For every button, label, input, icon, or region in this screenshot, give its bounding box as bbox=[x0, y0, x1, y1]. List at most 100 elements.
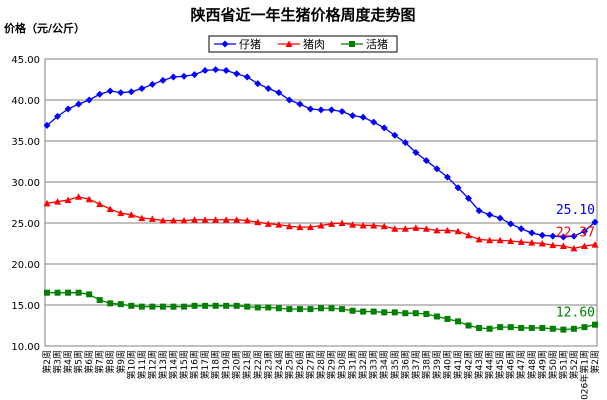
x-tick-label: 第18周 bbox=[210, 350, 222, 379]
end-value-label: 12.60 bbox=[556, 306, 595, 321]
x-axis-ticks: 第2周 第3周 第4周 第5周 第6周 第7周 第8周 第9周 第10周 第11周 第12周 第13周… bbox=[41, 350, 601, 400]
data-point bbox=[65, 289, 72, 296]
x-tick-label: 第9周 bbox=[115, 350, 127, 374]
x-tick-label: 第41周 bbox=[452, 350, 464, 379]
data-point bbox=[381, 309, 388, 316]
data-point bbox=[443, 226, 451, 234]
y-tick-label: 20.00 bbox=[11, 260, 40, 271]
data-point bbox=[549, 232, 557, 240]
x-tick-label: 第39周 bbox=[431, 350, 443, 379]
data-point bbox=[180, 72, 188, 80]
data-point bbox=[201, 216, 209, 223]
end-value-label: 22.37 bbox=[556, 226, 595, 241]
x-tick-label: 第17周 bbox=[199, 350, 211, 379]
data-point bbox=[75, 289, 82, 296]
y-axis-label: 价格（元/公斤） bbox=[4, 21, 85, 35]
x-tick-label: 第3周 bbox=[52, 350, 64, 374]
data-point bbox=[96, 200, 104, 208]
data-point bbox=[138, 214, 146, 222]
data-point bbox=[412, 224, 420, 231]
data-point bbox=[507, 237, 515, 245]
data-point bbox=[222, 216, 230, 223]
data-point bbox=[117, 89, 125, 97]
x-tick-label: 第8周 bbox=[104, 350, 116, 374]
data-point bbox=[465, 322, 472, 329]
data-point bbox=[496, 236, 504, 244]
data-point bbox=[507, 324, 514, 331]
data-point bbox=[148, 215, 156, 222]
data-point bbox=[159, 76, 167, 84]
x-tick-label: 第37周 bbox=[410, 350, 422, 379]
data-point bbox=[170, 303, 177, 310]
data-point bbox=[486, 211, 494, 219]
data-point bbox=[560, 326, 567, 333]
data-point bbox=[169, 217, 177, 224]
data-point bbox=[359, 221, 367, 229]
legend-marker bbox=[285, 40, 293, 47]
data-point bbox=[475, 207, 483, 215]
data-point bbox=[570, 325, 577, 332]
data-point bbox=[222, 66, 230, 74]
x-tick-label: 第11周 bbox=[136, 350, 148, 379]
data-point bbox=[580, 227, 588, 235]
data-point bbox=[296, 306, 303, 313]
data-point bbox=[285, 96, 293, 104]
x-tick-label: 第30周 bbox=[336, 350, 348, 379]
data-point bbox=[422, 157, 430, 165]
data-point bbox=[254, 218, 262, 226]
data-point bbox=[412, 148, 420, 156]
data-point bbox=[401, 225, 409, 232]
series-lines bbox=[43, 66, 599, 333]
data-point bbox=[360, 308, 367, 315]
data-point bbox=[349, 307, 356, 314]
data-point bbox=[349, 112, 357, 120]
x-tick-label: 第44周 bbox=[484, 350, 496, 379]
x-tick-label: 第19周 bbox=[220, 350, 232, 379]
data-point bbox=[75, 100, 83, 108]
data-point bbox=[296, 100, 304, 108]
data-point bbox=[265, 304, 272, 311]
data-point bbox=[254, 304, 261, 311]
legend-box bbox=[208, 35, 398, 53]
x-tick-label: 第40周 bbox=[441, 350, 453, 379]
x-tick-label: 第52周 bbox=[568, 350, 580, 379]
data-point bbox=[559, 233, 567, 241]
data-point bbox=[433, 165, 441, 173]
data-point bbox=[180, 217, 188, 224]
y-tick-label: 25.00 bbox=[11, 219, 40, 230]
data-point bbox=[559, 242, 567, 249]
data-point bbox=[117, 209, 125, 217]
data-point bbox=[370, 118, 378, 126]
data-point bbox=[591, 241, 599, 248]
x-tick-label: 第13周 bbox=[157, 350, 169, 379]
x-tick-label: 第24周 bbox=[273, 350, 285, 379]
data-point bbox=[454, 227, 462, 235]
data-point bbox=[85, 195, 93, 203]
x-tick-label: 第50周 bbox=[547, 350, 559, 379]
data-point bbox=[159, 217, 167, 224]
data-point bbox=[54, 289, 61, 296]
data-point bbox=[202, 302, 209, 309]
data-point bbox=[117, 301, 124, 308]
x-tick-label: 第5周 bbox=[73, 350, 85, 374]
data-point bbox=[243, 73, 251, 81]
data-point bbox=[497, 324, 504, 331]
data-point bbox=[318, 305, 324, 312]
data-point bbox=[54, 198, 62, 205]
x-tick-label: 第48周 bbox=[526, 350, 538, 379]
data-point bbox=[538, 231, 546, 239]
data-point bbox=[580, 242, 588, 249]
series-line bbox=[46, 69, 596, 238]
data-point bbox=[549, 325, 556, 332]
data-point bbox=[422, 225, 430, 232]
data-point bbox=[127, 211, 135, 218]
x-tick-label: 第46周 bbox=[505, 350, 517, 379]
data-point bbox=[370, 308, 377, 315]
x-tick-label: 第12周 bbox=[146, 350, 158, 379]
data-point bbox=[212, 66, 220, 74]
data-point bbox=[338, 107, 346, 115]
data-point bbox=[275, 89, 283, 97]
data-point bbox=[339, 306, 346, 313]
data-point bbox=[402, 310, 409, 317]
data-point bbox=[359, 113, 367, 121]
